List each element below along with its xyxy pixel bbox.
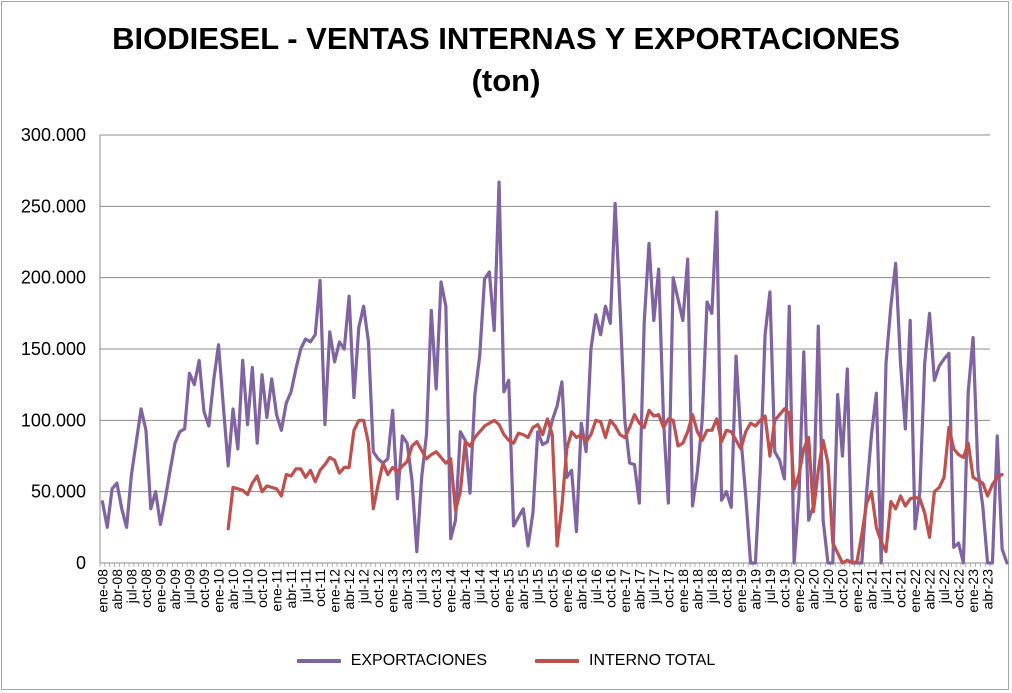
legend-item-exportaciones: EXPORTACIONES	[296, 652, 488, 670]
x-tick-label: ene-17	[617, 569, 633, 613]
x-tick-label: oct-09	[196, 569, 212, 608]
x-tick-label: ene-23	[965, 569, 981, 613]
x-tick-label: abr-17	[631, 569, 647, 610]
legend-swatch-exportaciones	[296, 659, 341, 663]
x-tick-label: jul-13	[414, 569, 430, 604]
x-tick-label: jul-21	[878, 569, 894, 604]
x-tick-label: jul-11	[298, 569, 314, 603]
x-tick-label: ene-08	[94, 569, 110, 613]
x-tick-label: abr-08	[109, 569, 125, 610]
x-tick-label: oct-14	[486, 569, 502, 608]
axes	[99, 135, 991, 567]
x-tick-label: ene-21	[849, 569, 865, 613]
x-tick-label: jul-12	[356, 569, 372, 604]
x-tick-label: oct-18	[718, 569, 734, 608]
x-tick-label: jul-17	[646, 569, 662, 604]
x-tick-label: jul-14	[472, 569, 488, 604]
x-tick-label: ene-12	[327, 569, 343, 613]
x-tick-label: oct-13	[428, 569, 444, 608]
y-tick-label: 300.000	[21, 125, 86, 145]
x-tick-label: oct-10	[254, 569, 270, 608]
y-tick-label: 50.000	[31, 482, 86, 502]
gridlines	[100, 134, 990, 493]
x-tick-label: jul-10	[240, 569, 256, 604]
x-tick-label: jul-08	[123, 569, 139, 604]
y-axis-ticks: 0 50.000 100.000 150.000 200.000 250.000 300.0…	[21, 125, 86, 573]
x-tick-label: oct-11	[312, 569, 328, 607]
y-tick-label: 150.000	[21, 339, 86, 359]
x-tick-label: abr-22	[922, 569, 938, 610]
y-tick-label: 200.000	[21, 268, 86, 288]
x-tick-label: ene-16	[559, 569, 575, 613]
x-tick-label: abr-18	[689, 569, 705, 610]
x-tick-label: abr-13	[399, 569, 415, 610]
chart-title-line1: BIODIESEL - VENTAS INTERNAS Y EXPORTACIO…	[112, 21, 900, 56]
x-tick-label: oct-21	[893, 569, 909, 608]
x-tick-label: abr-09	[167, 569, 183, 610]
legend-label-interno-total: INTERNO TOTAL	[589, 652, 716, 669]
x-tick-label: ene-15	[501, 569, 517, 613]
x-tick-label: ene-09	[152, 569, 168, 613]
x-tick-label: oct-17	[660, 569, 676, 608]
x-tick-label: jul-18	[704, 569, 720, 604]
series-line-interno-total	[226, 407, 1004, 565]
x-axis-ticks: ene-08abr-08jul-08oct-08ene-09abr-09jul-…	[94, 569, 995, 613]
x-tick-label: oct-20	[834, 569, 850, 608]
x-tick-label: abr-20	[805, 569, 821, 610]
chart-title: BIODIESEL - VENTAS INTERNAS Y EXPORTACIO…	[0, 18, 1012, 102]
y-tick-label: 100.000	[21, 410, 86, 430]
y-tick-label: 250.000	[21, 196, 86, 216]
legend-item-interno-total: INTERNO TOTAL	[535, 652, 715, 670]
x-tick-label: oct-15	[544, 569, 560, 608]
x-tick-label: abr-16	[573, 569, 589, 610]
x-tick-label: ene-19	[733, 569, 749, 613]
x-tick-label: jul-15	[530, 569, 546, 604]
x-tick-label: jul-22	[936, 569, 952, 604]
x-tick-label: abr-23	[980, 569, 996, 610]
x-tick-label: oct-16	[602, 569, 618, 608]
series-lines	[100, 180, 1009, 565]
legend: EXPORTACIONES INTERNO TOTAL	[0, 648, 1012, 674]
y-tick-label: 0	[76, 553, 86, 573]
x-tick-label: ene-14	[443, 569, 459, 613]
x-tick-label: ene-10	[211, 569, 227, 613]
x-tick-label: jul-20	[820, 569, 836, 604]
x-tick-label: ene-20	[791, 569, 807, 613]
x-tick-label: jul-16	[588, 569, 604, 604]
x-tick-label: abr-15	[515, 569, 531, 610]
x-tick-label: abr-10	[225, 569, 241, 610]
x-tick-label: ene-18	[675, 569, 691, 613]
x-tick-label: abr-19	[747, 569, 763, 610]
x-tick-label: abr-12	[341, 569, 357, 610]
x-tick-label: jul-19	[762, 569, 778, 604]
x-tick-label: oct-08	[138, 569, 154, 608]
x-tick-label: abr-14	[457, 569, 473, 610]
legend-swatch-interno-total	[535, 659, 580, 663]
x-tick-label: abr-11	[283, 569, 299, 609]
x-tick-label: oct-12	[370, 569, 386, 608]
x-tick-label: oct-19	[776, 569, 792, 608]
legend-label-exportaciones: EXPORTACIONES	[350, 652, 488, 669]
x-tick-label: ene-11	[269, 569, 285, 612]
chart-title-line2: (ton)	[471, 63, 541, 98]
x-tick-label: oct-22	[951, 569, 967, 608]
x-tick-label: ene-13	[385, 569, 401, 613]
x-tick-label: ene-22	[907, 569, 923, 613]
x-tick-label: abr-21	[863, 569, 879, 610]
x-tick-label: jul-09	[181, 569, 197, 604]
